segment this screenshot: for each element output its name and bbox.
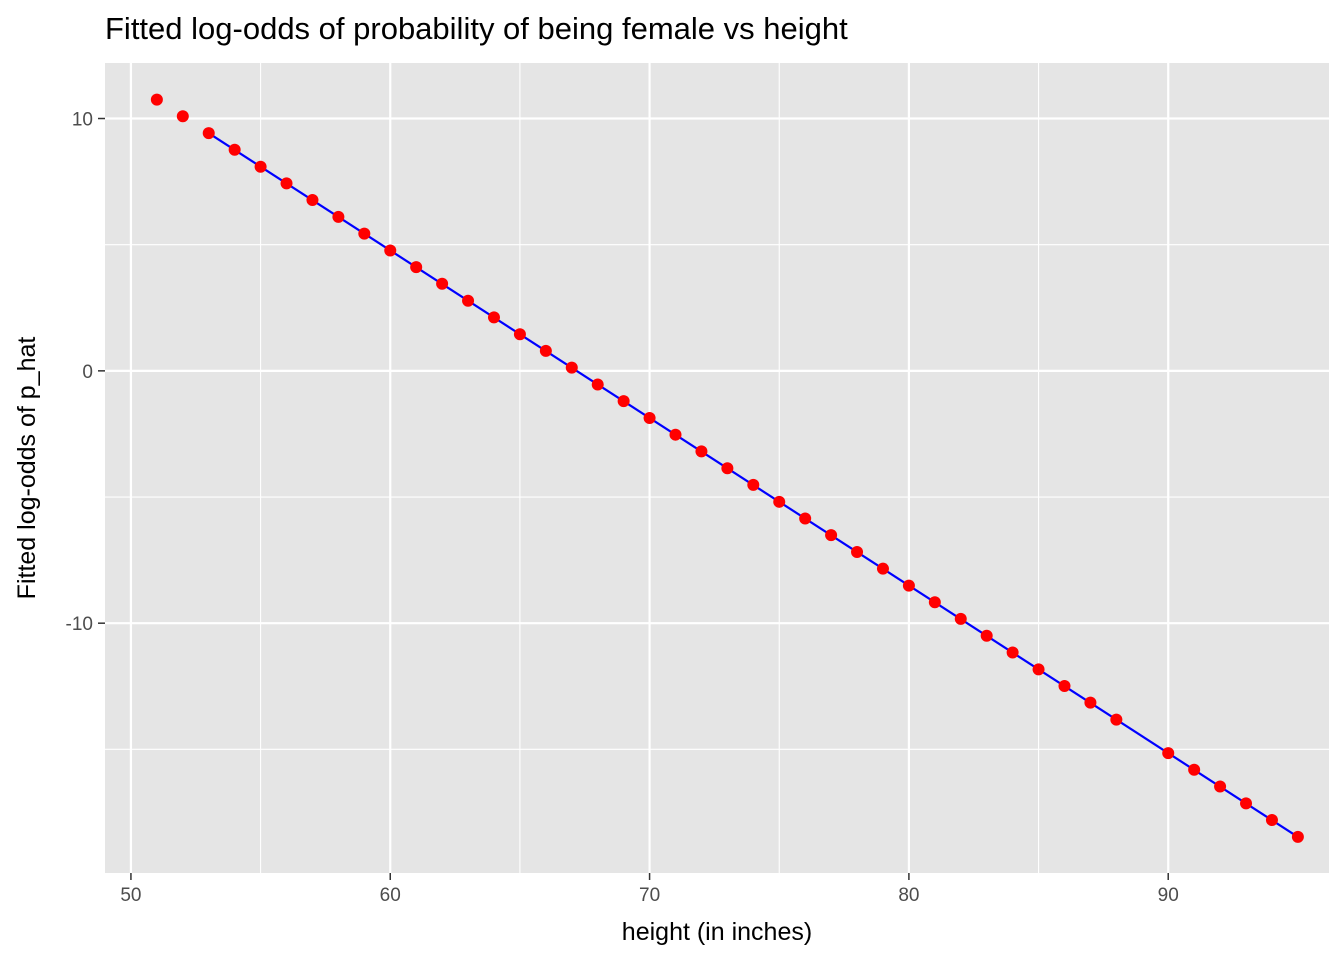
data-point (306, 194, 319, 207)
data-point (358, 227, 371, 240)
y-axis-title: Fitted log-odds of p_hat (13, 337, 41, 600)
data-point (202, 127, 215, 140)
grid-minor (105, 63, 1329, 873)
data-point (332, 210, 345, 223)
data-point (1162, 747, 1175, 760)
data-point (280, 177, 293, 190)
data-point (228, 143, 241, 156)
data-point (617, 395, 630, 408)
data-point (410, 261, 423, 274)
data-point (980, 629, 993, 642)
x-tick-label: 90 (1158, 885, 1179, 906)
data-point (487, 311, 500, 324)
x-axis: 50 60 70 80 90 (120, 873, 1179, 906)
y-axis: 10 0 -10 (66, 110, 105, 635)
data-point (254, 160, 267, 173)
y-tick-label: -10 (66, 614, 93, 635)
data-point (1214, 780, 1227, 793)
grid-major (105, 63, 1329, 873)
data-point (1265, 814, 1278, 827)
data-point (876, 562, 889, 575)
data-point (1006, 646, 1019, 659)
y-tick-label: 0 (82, 362, 93, 383)
data-point (150, 93, 163, 106)
data-point (799, 512, 812, 525)
data-point (954, 612, 967, 625)
data-point (669, 428, 682, 441)
data-point (1240, 797, 1253, 810)
data-point (1084, 696, 1097, 709)
data-point (384, 244, 397, 257)
x-tick-label: 70 (639, 885, 660, 906)
data-point (176, 110, 189, 123)
x-axis-title: height (in inches) (622, 918, 812, 946)
data-point (928, 596, 941, 609)
data-point (747, 478, 760, 491)
data-point (1291, 830, 1304, 843)
x-tick-label: 80 (898, 885, 919, 906)
data-point (591, 378, 604, 391)
data-point (721, 462, 734, 475)
data-point (1188, 763, 1201, 776)
data-point (565, 361, 578, 374)
data-point (1058, 680, 1071, 693)
data-point (1032, 663, 1045, 676)
data-point (539, 344, 552, 357)
data-point (462, 294, 475, 307)
data-point (1110, 713, 1123, 726)
chart-title: Fitted log-odds of probability of being … (105, 11, 848, 46)
data-point (851, 546, 864, 559)
data-point (513, 328, 526, 341)
x-tick-label: 50 (120, 885, 141, 906)
x-tick-label: 60 (380, 885, 401, 906)
y-tick-label: 10 (72, 110, 93, 131)
points-layer (150, 93, 1304, 843)
data-point (773, 495, 786, 508)
data-point (643, 412, 656, 425)
data-point (436, 277, 449, 290)
data-point (902, 579, 915, 592)
data-point (695, 445, 708, 458)
data-point (825, 529, 838, 542)
